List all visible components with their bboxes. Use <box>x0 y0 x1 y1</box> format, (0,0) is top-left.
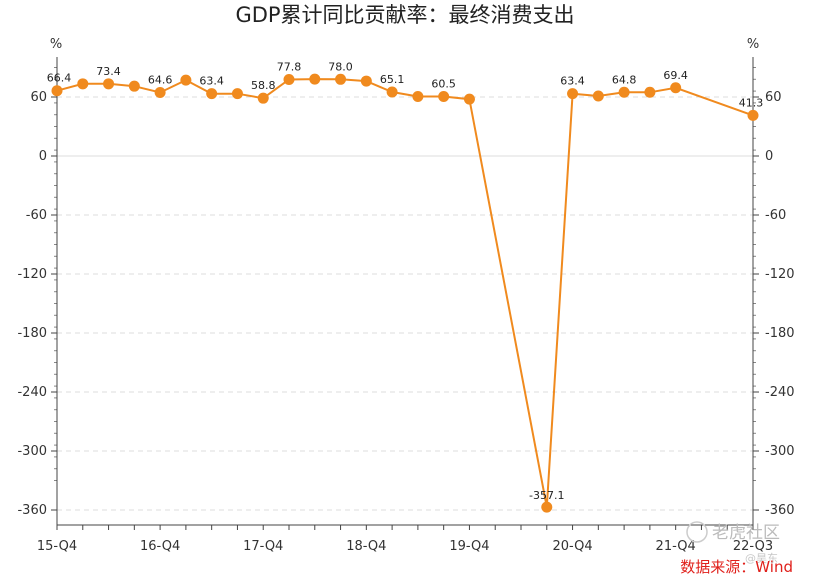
series-line <box>56 78 754 508</box>
data-label: 73.4 <box>96 65 121 78</box>
x-tick-label: 15-Q4 <box>37 539 77 554</box>
gridlines <box>57 96 753 511</box>
data-point <box>51 85 63 97</box>
data-point <box>360 75 372 87</box>
data-point <box>206 88 218 100</box>
data-label: 78.0 <box>328 60 353 73</box>
x-tick-labels: 15-Q4 16-Q4 17-Q4 18-Q4 19-Q4 20-Q4 21-Q4 22-Q3 <box>37 539 773 554</box>
y-tick-label: -240 <box>17 385 47 400</box>
data-point <box>154 86 166 98</box>
x-tick-label: 17-Q4 <box>243 539 283 554</box>
y-tick-label-right: -180 <box>765 326 795 341</box>
y-tick-label-right: 0 <box>765 149 773 164</box>
data-point <box>567 88 579 100</box>
data-point <box>386 86 398 98</box>
x-tick-label: 21-Q4 <box>656 539 696 554</box>
series-path <box>56 78 754 508</box>
data-point <box>180 74 192 86</box>
data-label: -357.1 <box>529 489 564 502</box>
data-point <box>747 109 759 121</box>
x-tick-label: 18-Q4 <box>346 539 386 554</box>
x-tick-label: 16-Q4 <box>140 539 180 554</box>
data-label: 63.4 <box>560 75 585 88</box>
data-point <box>670 82 682 94</box>
y-tick-label-right: -120 <box>765 267 795 282</box>
watermark-sub: @昊东 <box>745 552 778 565</box>
y-tick-label-right: -60 <box>765 208 786 223</box>
data-label: 64.8 <box>612 73 637 86</box>
left-axis-unit: % <box>50 37 62 52</box>
y-tick-label-right: -240 <box>765 385 795 400</box>
y-tick-labels: 60 60 0 0 -60 -60 -120 -120 -180 -180 -240 -240 -300… <box>17 90 794 518</box>
y-tick-label: 60 <box>30 90 47 105</box>
chart-title: GDP累计同比贡献率：最终消费支出 <box>235 3 574 27</box>
data-point <box>592 90 604 102</box>
axes <box>51 57 759 530</box>
y-tick-label: 0 <box>39 149 47 164</box>
watermark-text: 老虎社区 <box>712 523 780 543</box>
data-point <box>77 78 89 90</box>
data-point <box>463 93 475 105</box>
x-tick-label: 22-Q3 <box>733 539 773 554</box>
data-label: 66.4 <box>47 72 72 85</box>
y-tick-label: -180 <box>17 326 47 341</box>
data-label: 69.4 <box>663 69 688 82</box>
x-tick-label: 20-Q4 <box>552 539 592 554</box>
y-tick-label: -120 <box>17 267 47 282</box>
data-label: 60.5 <box>431 78 456 91</box>
data-point <box>103 78 115 90</box>
data-point <box>618 86 630 98</box>
data-points <box>51 73 759 513</box>
y-tick-label-right: 60 <box>765 90 782 105</box>
source-note: 数据来源：Wind <box>680 558 793 576</box>
data-label: 77.8 <box>277 60 302 73</box>
data-point <box>257 92 269 104</box>
data-labels: 66.4 73.4 64.6 63.4 58.877.8 78.0 65.1 60.5 -357… <box>47 60 764 502</box>
data-point <box>412 91 424 103</box>
y-tick-label: -60 <box>26 208 47 223</box>
y-tick-label: -300 <box>17 444 47 459</box>
x-tick-label: 19-Q4 <box>449 539 489 554</box>
data-label: 64.6 <box>148 73 173 86</box>
y-tick-label-right: -300 <box>765 444 795 459</box>
data-point <box>644 86 656 98</box>
watermark: 老虎社区 @昊东 <box>686 521 780 565</box>
data-label: 41.3 <box>739 96 764 109</box>
data-point <box>438 91 450 103</box>
data-point <box>541 501 553 513</box>
y-tick-label: -360 <box>17 503 47 518</box>
data-point <box>128 80 140 92</box>
data-point <box>283 73 295 85</box>
data-label: 58.8 <box>251 79 276 92</box>
data-point <box>335 73 347 85</box>
data-point <box>309 73 321 85</box>
data-label: 65.1 <box>380 73 405 86</box>
data-label: 63.4 <box>199 75 224 88</box>
right-axis-unit: % <box>747 37 759 52</box>
watermark-logo-icon <box>686 521 708 543</box>
y-tick-label-right: -360 <box>765 503 795 518</box>
data-point <box>231 88 243 100</box>
